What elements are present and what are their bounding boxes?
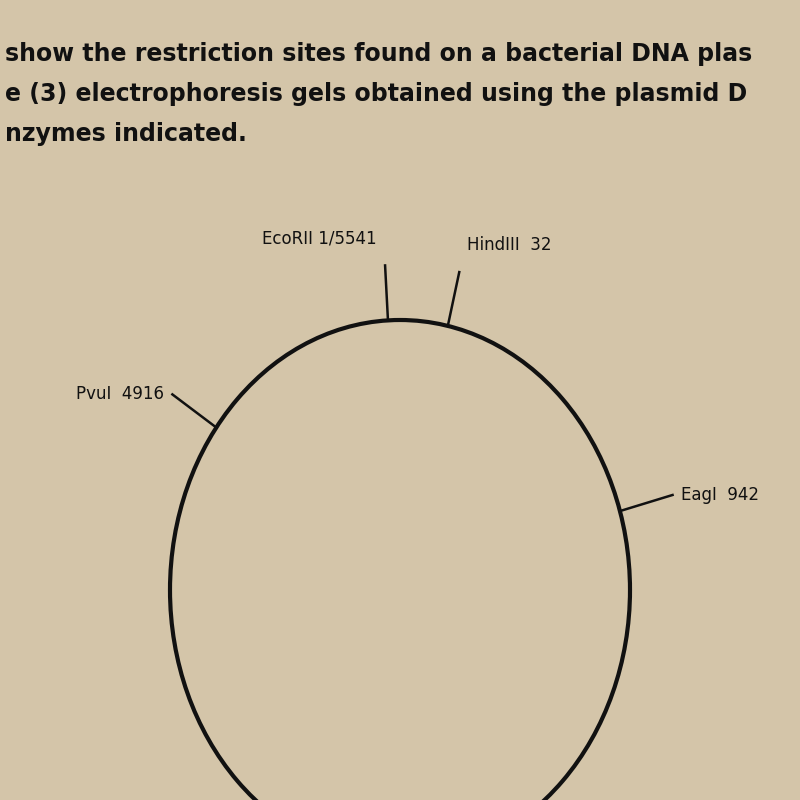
Text: nzymes indicated.: nzymes indicated. [5,122,247,146]
Text: show the restriction sites found on a bacterial DNA plas: show the restriction sites found on a ba… [5,42,752,66]
Text: PvuI  4916: PvuI 4916 [76,386,164,403]
Text: EcoRII 1/5541: EcoRII 1/5541 [262,230,377,247]
Text: EagI  942: EagI 942 [681,486,758,504]
Text: e (3) electrophoresis gels obtained using the plasmid D: e (3) electrophoresis gels obtained usin… [5,82,747,106]
Text: HindIII  32: HindIII 32 [467,236,552,254]
